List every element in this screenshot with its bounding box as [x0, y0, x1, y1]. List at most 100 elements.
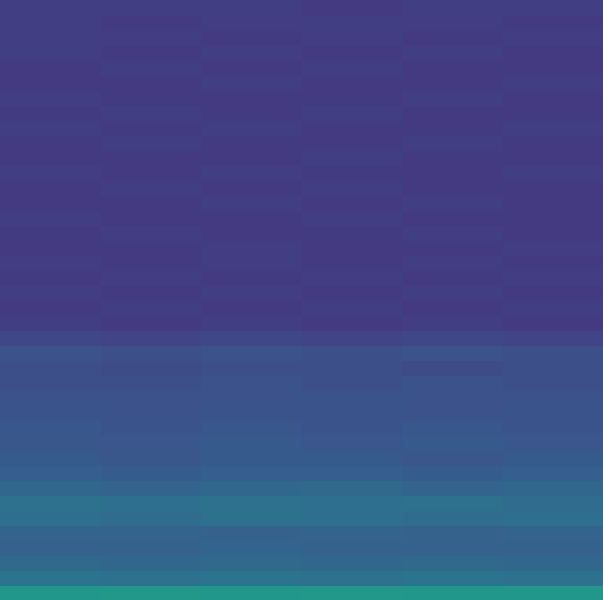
cell — [201, 45, 302, 61]
cell — [503, 0, 603, 16]
cell — [201, 465, 302, 481]
cell — [201, 165, 302, 181]
cell — [302, 345, 403, 361]
cell — [302, 510, 403, 526]
cell — [201, 225, 302, 241]
cell — [201, 75, 302, 91]
cell — [402, 60, 503, 76]
cell — [101, 390, 202, 406]
cell — [201, 300, 302, 316]
cell — [0, 495, 101, 511]
cell — [201, 585, 302, 600]
cell — [101, 135, 202, 151]
cell — [402, 105, 503, 121]
cell — [0, 195, 101, 211]
cell — [0, 75, 101, 91]
cell — [503, 45, 603, 61]
cell — [503, 270, 603, 286]
cell — [101, 405, 202, 421]
cell — [302, 135, 403, 151]
cell — [0, 330, 101, 346]
cell — [101, 570, 202, 586]
cell — [0, 510, 101, 526]
cell — [402, 315, 503, 331]
cell — [402, 15, 503, 31]
cell — [0, 120, 101, 136]
cell — [302, 120, 403, 136]
cell — [101, 75, 202, 91]
cell — [0, 345, 101, 361]
cell — [503, 180, 603, 196]
cell — [402, 150, 503, 166]
cell — [302, 225, 403, 241]
cell — [503, 225, 603, 241]
cell — [302, 300, 403, 316]
cell — [302, 60, 403, 76]
cell — [302, 405, 403, 421]
cell — [0, 210, 101, 226]
cell — [201, 90, 302, 106]
cell — [503, 570, 603, 586]
cell — [0, 285, 101, 301]
cell — [101, 240, 202, 256]
cell — [201, 105, 302, 121]
cell — [302, 30, 403, 46]
cell — [402, 465, 503, 481]
cell — [101, 480, 202, 496]
cell — [0, 30, 101, 46]
cell — [302, 270, 403, 286]
cell — [302, 45, 403, 61]
cell — [201, 135, 302, 151]
cell — [302, 315, 403, 331]
cell — [503, 345, 603, 361]
cell — [201, 345, 302, 361]
cell — [503, 15, 603, 31]
cell — [402, 255, 503, 271]
cell — [101, 315, 202, 331]
cell — [402, 555, 503, 571]
cell — [503, 120, 603, 136]
cell — [503, 165, 603, 181]
cell — [0, 90, 101, 106]
cell — [302, 420, 403, 436]
cell — [402, 420, 503, 436]
cell — [101, 165, 202, 181]
cell — [101, 330, 202, 346]
cell — [201, 420, 302, 436]
cell — [201, 555, 302, 571]
cell — [302, 105, 403, 121]
cell — [503, 405, 603, 421]
cell — [0, 45, 101, 61]
cell — [402, 405, 503, 421]
cell — [402, 330, 503, 346]
cell — [101, 255, 202, 271]
cell — [503, 360, 603, 376]
cell — [101, 420, 202, 436]
cell — [101, 300, 202, 316]
cell — [302, 255, 403, 271]
cell — [101, 180, 202, 196]
cell — [101, 30, 202, 46]
cell — [503, 540, 603, 556]
cell — [503, 285, 603, 301]
cell — [402, 285, 503, 301]
cell — [101, 210, 202, 226]
cell — [302, 375, 403, 391]
cell — [302, 585, 403, 600]
cell — [503, 30, 603, 46]
cell — [201, 510, 302, 526]
cell — [402, 240, 503, 256]
cell — [402, 360, 503, 376]
cell — [101, 90, 202, 106]
cell — [302, 570, 403, 586]
cell — [201, 435, 302, 451]
cell — [0, 135, 101, 151]
cell — [402, 45, 503, 61]
cell — [503, 75, 603, 91]
cell — [201, 450, 302, 466]
cell — [101, 435, 202, 451]
cell — [503, 435, 603, 451]
cell — [302, 465, 403, 481]
spectrogram — [0, 0, 603, 600]
cell — [302, 450, 403, 466]
